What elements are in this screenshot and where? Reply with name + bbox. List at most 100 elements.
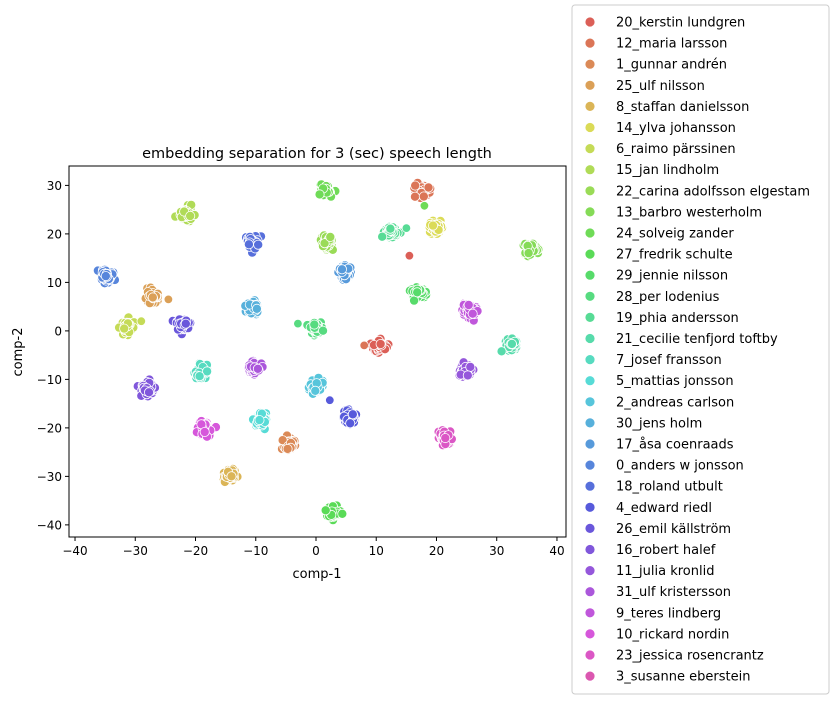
scatter-point-23-jessica-rosencrantz	[440, 433, 451, 444]
legend-marker	[584, 122, 596, 133]
scatter-point-14-ylva-johansson	[427, 220, 438, 231]
y-tick-label: 30	[47, 179, 62, 193]
scatter-point-9-teres-lindberg	[463, 299, 474, 310]
scatter-point-19-phia-andersson	[401, 223, 412, 233]
x-tick-label: 0	[312, 544, 320, 558]
legend-marker	[584, 670, 596, 682]
scatter-point-27-fredrik-schulte	[337, 508, 348, 519]
scatter-point-21-cecilie-tenfjord-toftby	[496, 346, 507, 357]
legend-marker	[584, 375, 596, 387]
scatter-point-29-jennie-nilsson	[409, 295, 420, 306]
x-tick-label: −40	[62, 544, 87, 558]
scatter-point-16-robert-halef	[143, 387, 154, 398]
legend-label: 13_barbro westerholm	[616, 205, 762, 220]
scatter-point-18-roland-utbult	[253, 239, 264, 250]
scatter-point-12-maria-larsson	[359, 340, 369, 351]
legend-label: 3_susanne eberstein	[616, 670, 750, 685]
scatter-point-15-jan-lindholm	[185, 210, 196, 221]
scatter-point-6-raimo-p-rssinen	[119, 323, 130, 334]
legend-label: 16_robert halef	[616, 543, 716, 558]
legend-label: 17_åsa coenraads	[616, 438, 734, 453]
x-axis-ticks: −40 −30 −20 −10 0 10 20 30 40	[62, 537, 565, 558]
y-tick-label: −10	[37, 373, 62, 387]
y-tick-label: −20	[37, 421, 62, 435]
scatter-point-29-jennie-nilsson	[412, 287, 423, 298]
y-tick-label: 0	[54, 324, 62, 338]
scatter-point-19-phia-andersson	[385, 223, 396, 234]
axes-frame	[68, 165, 567, 538]
legend-label: 9_teres lindberg	[616, 606, 721, 621]
x-tick-label: 40	[549, 544, 564, 558]
scatter-point-26-emil-k-llstr-m	[180, 318, 191, 329]
scatter-point-6-raimo-p-rssinen	[136, 316, 147, 326]
legend-label: 27_fredrik schulte	[616, 248, 733, 263]
scatter-point-22-carina-adolfsson-elgestam	[319, 238, 330, 249]
legend-label: 0_anders w jonsson	[616, 459, 744, 474]
legend-marker	[584, 565, 596, 576]
legend-marker	[584, 269, 596, 281]
legend-marker	[584, 37, 596, 49]
legend-label: 31_ulf kristersson	[616, 585, 731, 600]
legend-label: 18_roland utbult	[616, 480, 723, 495]
scatter-point-24-solveig-zander	[314, 189, 325, 200]
y-tick-label: 10	[47, 276, 62, 290]
scatter-point-28-per-lodenius	[317, 325, 328, 336]
legend-marker	[584, 649, 596, 661]
legend-label: 19_phia andersson	[616, 311, 739, 326]
legend-marker	[584, 523, 596, 534]
scatter-point-8-staffan-danielsson	[226, 471, 237, 482]
legend-label: 7_josef fransson	[616, 353, 722, 368]
scatter-point-1-gunnar-andr-n	[282, 443, 293, 454]
legend-label: 29_jennie nilsson	[616, 269, 728, 284]
scatter-point-13-barbro-westerholm	[523, 248, 534, 259]
legend-marker	[584, 248, 596, 260]
legend-label: 22_carina adolfsson elgestam	[616, 184, 810, 199]
scatter-point-7-josef-fransson	[202, 366, 213, 377]
legend-marker	[584, 290, 596, 302]
scatter-point-9-teres-lindberg	[467, 308, 478, 319]
legend-marker	[584, 396, 596, 408]
x-tick-label: 10	[369, 544, 384, 558]
x-tick-label: −30	[123, 544, 148, 558]
legend-marker	[584, 206, 596, 218]
scatter-point-4-edward-riedl	[325, 395, 335, 405]
scatter-point-28-per-lodenius	[293, 318, 303, 329]
legend-label: 28_per lodenius	[616, 290, 720, 305]
legend-label: 1_gunnar andrén	[616, 58, 727, 73]
legend-label: 30_jens holm	[616, 416, 702, 431]
scatter-point-27-fredrik-schulte	[320, 505, 331, 516]
legend-marker	[584, 185, 596, 197]
legend-label: 12_maria larsson	[616, 37, 727, 52]
y-axis-label: comp-2	[11, 328, 26, 377]
legend-marker	[584, 58, 596, 70]
legend-label: 5_mattias jonsson	[616, 374, 734, 389]
scatter-point-28-per-lodenius	[309, 319, 320, 330]
scatter-point-24-solveig-zander	[419, 201, 430, 211]
x-tick-label: −10	[243, 544, 268, 558]
legend-frame	[571, 4, 830, 695]
legend: 20_kerstin lundgren 12_maria larsson 1_gun…	[571, 4, 830, 695]
scatter-point-22-carina-adolfsson-elgestam	[325, 231, 336, 242]
legend-marker	[584, 143, 596, 155]
legend-label: 26_emil källström	[616, 522, 731, 537]
legend-marker	[584, 628, 596, 640]
scatter-point-31-ulf-kristersson	[252, 363, 263, 374]
legend-marker	[584, 607, 596, 619]
legend-marker	[584, 79, 596, 91]
legend-label: 21_cecilie tenfjord toftby	[616, 332, 778, 347]
scatter-point-17-sa-coenraads	[336, 264, 347, 275]
legend-label: 23_jessica rosencrantz	[616, 649, 764, 664]
scatter-point-18-roland-utbult	[243, 239, 254, 250]
scatter-point-4-edward-riedl	[347, 409, 358, 420]
x-tick-label: −20	[183, 544, 208, 558]
legend-label: 20_kerstin lundgren	[616, 16, 745, 31]
y-tick-label: −30	[37, 470, 62, 484]
chart-title: embedding separation for 3 (sec) speech …	[142, 146, 492, 162]
legend-label: 25_ulf nilsson	[616, 79, 705, 94]
scatter-point-2-andreas-carlson	[310, 385, 321, 396]
scatter-point-12-maria-larsson	[418, 191, 429, 202]
legend-marker	[584, 438, 596, 450]
legend-marker	[584, 417, 596, 429]
scatter-point-10-rickard-nordin	[199, 426, 210, 437]
